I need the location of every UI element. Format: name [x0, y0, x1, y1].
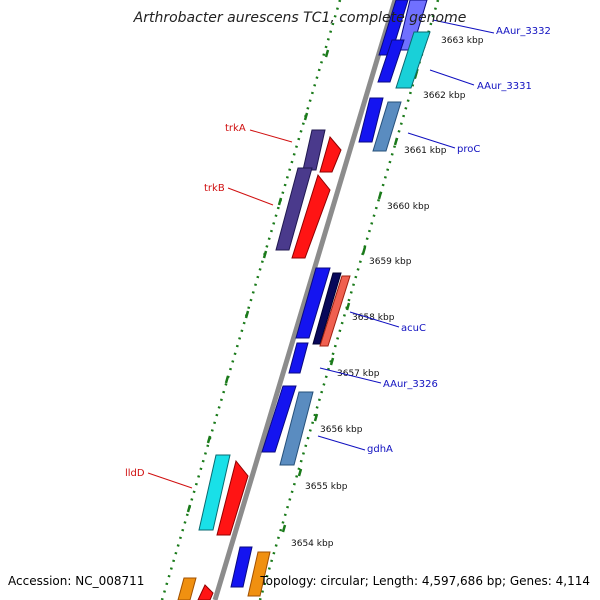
map-title: Arthrobacter aurescens TC1, complete gen…: [133, 10, 467, 26]
scale-label-3656: 3656 kbp: [320, 425, 363, 435]
gene-gdha[interactable]: [279, 391, 314, 466]
tick-right: [313, 413, 319, 422]
tick-right: [377, 191, 383, 200]
leader-lines: [147, 19, 495, 489]
gene-acuc-b[interactable]: [312, 272, 342, 345]
scale-label-3655: 3655 kbp: [305, 482, 348, 492]
tick-right: [281, 524, 287, 533]
tick-right: [361, 246, 367, 255]
tick-left: [244, 310, 250, 319]
scale-label-3654: 3654 kbp: [291, 539, 334, 549]
tick-left: [224, 375, 230, 384]
leader-aaur-3326: [319, 367, 382, 384]
leader-proc: [407, 132, 456, 149]
gene-bottom-minus-b[interactable]: [197, 584, 214, 600]
tick-left: [186, 504, 192, 513]
tick-marks: [186, 35, 429, 533]
gene-label-trka[interactable]: trkA: [225, 123, 246, 134]
gene-trka-a[interactable]: [302, 129, 326, 171]
gene-lldd[interactable]: [216, 459, 249, 536]
gene-acuc[interactable]: [319, 275, 351, 347]
gene-trka[interactable]: [319, 135, 342, 173]
outer-track-right: [258, 0, 440, 600]
gene-trkb-a[interactable]: [275, 167, 313, 251]
gene-label-aaur-3331[interactable]: AAur_3331: [477, 81, 532, 92]
scale-label-3659: 3659 kbp: [369, 257, 412, 267]
gene-proc-a[interactable]: [358, 97, 384, 143]
scale-label-3661: 3661 kbp: [404, 146, 447, 156]
tick-right: [393, 137, 399, 146]
tick-right: [345, 302, 351, 311]
leader-aaur-3331: [429, 69, 475, 86]
gene-label-trkb[interactable]: trkB: [204, 183, 225, 194]
gene-proc[interactable]: [372, 101, 402, 152]
leader-trkb: [227, 187, 274, 206]
gene-label-acuc[interactable]: acuC: [401, 323, 426, 334]
gene-trkb[interactable]: [291, 173, 331, 259]
leader-aaur-3332: [432, 19, 495, 34]
scale-label-3663: 3663 kbp: [441, 36, 484, 46]
genome-summary-text: Topology: circular; Length: 4,597,686 bp…: [260, 574, 590, 588]
gene-llld-a[interactable]: [198, 454, 231, 531]
tick-left: [324, 49, 330, 58]
gene-bottom-minus-a[interactable]: [177, 577, 197, 600]
gene-label-proc[interactable]: proC: [457, 144, 480, 155]
tick-left: [277, 197, 283, 206]
gene-label-gdha[interactable]: gdhA: [367, 444, 393, 455]
gene-label-aaur-3326[interactable]: AAur_3326: [383, 379, 438, 390]
scale-label-3662: 3662 kbp: [423, 91, 466, 101]
scale-label-3658: 3658 kbp: [352, 313, 395, 323]
scale-label-3660: 3660 kbp: [387, 202, 430, 212]
tick-left: [303, 112, 309, 121]
gene-aaur-3331-b[interactable]: [395, 31, 431, 89]
gene-bottom-b[interactable]: [247, 551, 271, 597]
gene-acuc-a[interactable]: [295, 267, 331, 339]
gene-aaur-3326[interactable]: [288, 342, 309, 374]
leader-gdha: [317, 435, 366, 451]
scale-label-3657: 3657 kbp: [337, 369, 380, 379]
tick-right: [297, 468, 303, 477]
gene-gdha-a[interactable]: [261, 385, 297, 453]
leader-acuc: [349, 311, 400, 328]
gene-aaur-3331[interactable]: [377, 39, 405, 83]
accession-text: Accession: NC_008711: [8, 574, 145, 588]
gene-bottom-a[interactable]: [230, 546, 253, 588]
gene-label-aaur-3332[interactable]: AAur_3332: [496, 26, 551, 37]
leader-trka: [249, 129, 293, 143]
leader-lldd: [147, 472, 193, 489]
genome-backbone: [212, 0, 398, 600]
plus-strand-genes: [230, 0, 431, 597]
tick-left: [206, 435, 212, 444]
tick-right: [329, 357, 335, 366]
tick-left: [262, 250, 268, 259]
outer-track-left: [160, 0, 342, 600]
minus-strand-genes: [177, 129, 342, 600]
gene-label-lldd[interactable]: lldD: [125, 468, 145, 479]
